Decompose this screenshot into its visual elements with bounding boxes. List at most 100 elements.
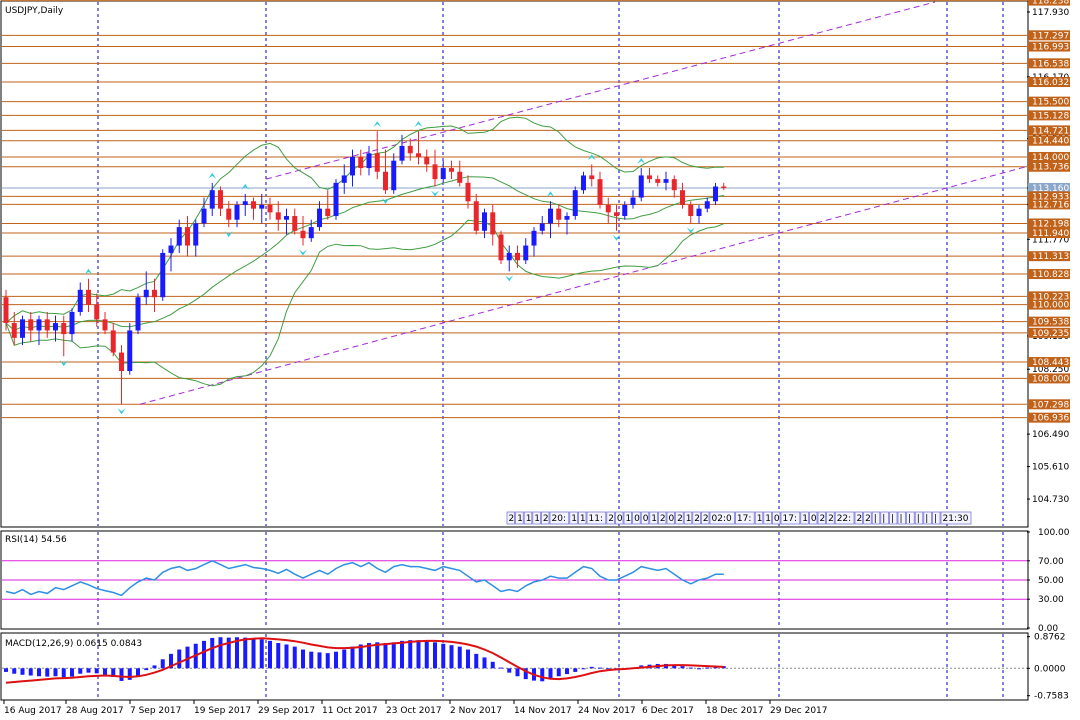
candle-body[interactable] [193, 223, 199, 246]
candle-body[interactable] [110, 330, 116, 353]
candle-body[interactable] [44, 319, 50, 331]
candle-body[interactable] [416, 153, 421, 157]
candle-body[interactable] [506, 252, 512, 261]
timeframe-cell[interactable] [897, 511, 906, 525]
candle-body[interactable] [581, 175, 586, 191]
timeframe-cell[interactable] [854, 511, 863, 525]
timeframe-cell[interactable] [817, 511, 826, 525]
timeframe-cell[interactable] [863, 511, 872, 525]
candle-body[interactable] [234, 204, 240, 220]
candle-body[interactable] [119, 352, 124, 372]
candle-body[interactable] [473, 201, 479, 231]
timeframe-cell[interactable] [834, 511, 855, 525]
candle-body[interactable] [69, 311, 75, 335]
candle-body[interactable] [680, 190, 685, 205]
candle-body[interactable] [11, 323, 17, 338]
timeframe-cell[interactable] [658, 511, 667, 525]
timeframe-cell[interactable] [640, 511, 650, 525]
candle-body[interactable] [523, 245, 529, 261]
timeframe-cell[interactable] [889, 511, 898, 525]
candle-body[interactable] [630, 197, 636, 205]
timeframe-cell[interactable] [606, 511, 615, 525]
candle-body[interactable] [407, 145, 413, 154]
timeframe-cell[interactable] [683, 511, 693, 525]
timeframe-cell[interactable] [578, 511, 587, 525]
candle-body[interactable] [424, 156, 430, 165]
candle-body[interactable] [647, 175, 652, 180]
candle-body[interactable] [539, 223, 545, 231]
timeframe-cell[interactable] [772, 511, 781, 525]
timeframe-cell[interactable] [515, 511, 524, 525]
timeframe-cell[interactable] [623, 511, 632, 525]
candle-body[interactable] [358, 156, 364, 169]
timeframe-cell[interactable] [615, 511, 624, 525]
candle-body[interactable] [218, 190, 223, 209]
timeframe-cell[interactable] [532, 511, 541, 525]
candle-body[interactable] [135, 297, 141, 331]
timeframe-cell[interactable] [754, 511, 764, 525]
candle-body[interactable] [300, 230, 306, 239]
timeframe-cell[interactable] [809, 511, 818, 525]
candle-body[interactable] [152, 289, 157, 298]
candle-body[interactable] [432, 164, 438, 180]
candle-body[interactable] [663, 179, 669, 183]
candle-body[interactable] [490, 212, 496, 235]
candle-body[interactable] [605, 204, 611, 213]
candle-body[interactable] [350, 156, 355, 176]
timeframe-cell[interactable] [763, 511, 772, 525]
candle-body[interactable] [531, 230, 537, 246]
candle-body[interactable] [564, 216, 570, 220]
timeframe-cell[interactable] [541, 511, 550, 525]
timeframe-cell[interactable] [709, 511, 735, 525]
timeframe-cell[interactable] [735, 511, 755, 525]
candle-body[interactable] [176, 227, 182, 246]
candle-body[interactable] [61, 323, 67, 335]
timeframe-cell[interactable] [914, 511, 924, 525]
timeframe-cell[interactable] [923, 511, 932, 525]
candle-body[interactable] [713, 186, 718, 202]
candle-body[interactable] [20, 319, 25, 338]
candle-body[interactable] [721, 186, 727, 188]
candle-body[interactable] [292, 216, 298, 231]
candle-body[interactable] [498, 234, 504, 261]
timeframe-cell[interactable] [780, 511, 801, 525]
candle-body[interactable] [383, 171, 388, 191]
candle-body[interactable] [638, 175, 644, 198]
timeframe-cell[interactable] [880, 511, 889, 525]
timeframe-strip[interactable]: 2 1 1 1 2 20: 1 1 11: 2 0 1 0 0 1 2 0 2 1 2 2 02:0 17: 1 1 0 17: 1 0… [506, 511, 972, 525]
candle-body[interactable] [127, 330, 133, 372]
candle-body[interactable] [374, 153, 380, 172]
candle-body[interactable] [226, 208, 232, 220]
candle-body[interactable] [457, 171, 463, 183]
candle-body[interactable] [53, 323, 58, 331]
candle-body[interactable] [160, 252, 166, 298]
candle-body[interactable] [325, 208, 331, 217]
candle-body[interactable] [284, 216, 289, 220]
timeframe-cell[interactable] [940, 511, 972, 525]
candle-body[interactable] [317, 208, 322, 228]
candle-body[interactable] [86, 289, 91, 305]
candle-body[interactable] [102, 319, 108, 331]
candle-body[interactable] [655, 179, 661, 183]
timeframe-cell[interactable] [800, 511, 809, 525]
timeframe-cell[interactable] [675, 511, 684, 525]
candle-body[interactable] [688, 204, 694, 217]
timeframe-cell[interactable] [549, 511, 570, 525]
candle-body[interactable] [77, 289, 83, 312]
candle-body[interactable] [482, 212, 487, 231]
candle-body[interactable] [391, 160, 397, 191]
timeframe-cell[interactable] [666, 511, 675, 525]
timeframe-cell[interactable] [586, 511, 607, 525]
candle-body[interactable] [440, 168, 446, 180]
candle-body[interactable] [333, 182, 339, 217]
candle-body[interactable] [251, 201, 256, 209]
candle-body[interactable] [28, 319, 34, 331]
candle-body[interactable] [671, 179, 677, 191]
timeframe-cell[interactable] [906, 511, 915, 525]
candle-body[interactable] [399, 145, 405, 161]
candle-body[interactable] [201, 208, 207, 224]
timeframe-cell[interactable] [569, 511, 578, 525]
candle-body[interactable] [168, 245, 174, 253]
candle-body[interactable] [209, 190, 215, 209]
timeframe-cell[interactable] [632, 511, 641, 525]
